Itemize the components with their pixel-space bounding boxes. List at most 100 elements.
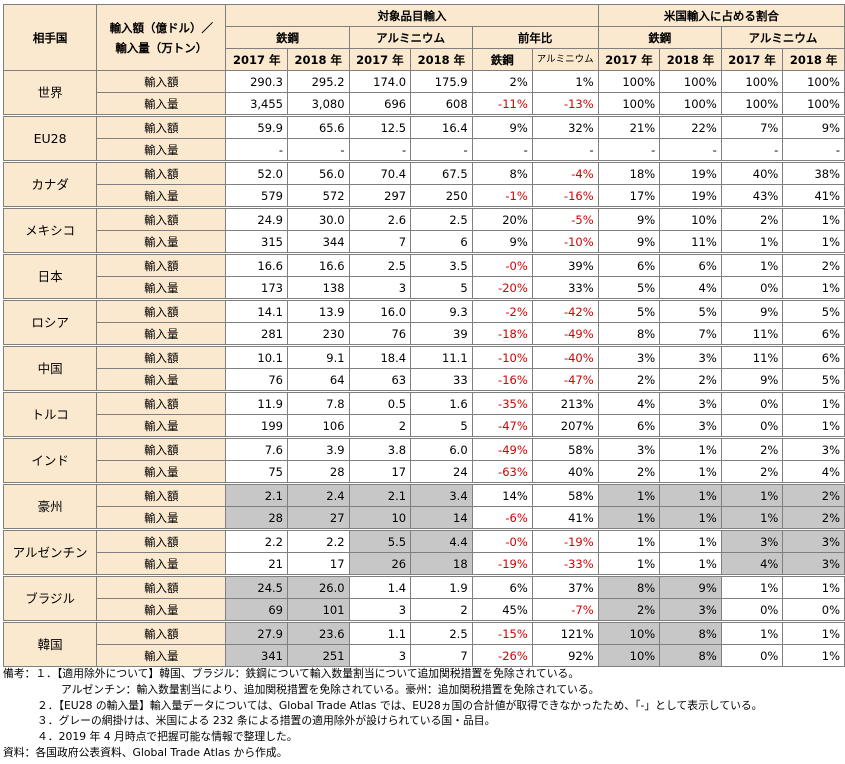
data-cell: 4% (782, 460, 845, 484)
data-cell: -26% (471, 644, 533, 667)
country-cell: トルコ (2, 390, 98, 438)
data-cell: -40% (531, 344, 599, 369)
table-row: 輸入量 69 101 3 2 45% -7% 2% 3% 0% 0% (4, 598, 845, 622)
data-cell: 3,455 (225, 92, 288, 116)
data-cell: 40% (720, 160, 784, 185)
data-cell: 3% (659, 414, 722, 438)
header-target-imports: 対象品目輸入 (225, 4, 599, 27)
data-cell: 3.5 (410, 252, 473, 277)
data-cell: 281 (225, 322, 288, 346)
table-row: 輸入量 21 17 26 18 -19% -33% 1% 1% 4% 3% (4, 552, 845, 576)
data-cell: 12.5 (348, 114, 412, 139)
country-cell: ブラジル (2, 574, 98, 622)
table-row: トルコ 輸入額 11.9 7.8 0.5 1.6 -35% 213% 4% 3% 0% 1% (2, 390, 845, 438)
data-cell: - (287, 138, 350, 162)
data-cell: 16.6 (225, 252, 288, 277)
data-cell: 1.1 (348, 620, 412, 645)
data-cell: 1% (531, 70, 599, 93)
metric-volume-cell: 輸入量 (96, 92, 227, 116)
metric-volume-cell: 輸入量 (96, 460, 227, 484)
data-cell: 6% (782, 322, 845, 346)
metric-value-cell: 輸入額 (96, 482, 227, 507)
metric-volume-cell: 輸入量 (96, 414, 227, 438)
data-cell: 3.4 (410, 482, 473, 507)
data-cell: 24.9 (225, 206, 288, 231)
data-cell: 17 (348, 460, 412, 484)
data-cell: 100% (782, 92, 845, 116)
header-year: 2018 年 (410, 48, 473, 71)
metric-value-cell: 輸入額 (96, 574, 227, 599)
data-cell: - (531, 138, 599, 162)
data-cell: 2.6 (348, 206, 412, 231)
data-cell: 1% (597, 528, 661, 553)
data-cell: 5% (597, 276, 661, 300)
table-row: 輸入量 315 344 7 6 9% -10% 9% 11% 1% 1% (4, 230, 845, 254)
data-cell: 26 (348, 552, 412, 576)
data-cell: 608 (410, 92, 473, 116)
data-cell: 33% (531, 276, 599, 300)
table-row: 韓国 輸入額 27.9 23.6 1.1 2.5 -15% 121% 10% 8% 1% 1% (2, 620, 845, 667)
data-cell: 5% (659, 298, 722, 323)
data-cell: -42% (531, 298, 599, 323)
data-cell: 1% (782, 414, 845, 438)
data-cell: 1% (720, 252, 784, 277)
data-cell: 21 (225, 552, 288, 576)
metric-volume-cell: 輸入量 (96, 322, 227, 346)
data-cell: 100% (720, 70, 784, 93)
data-cell: 5% (782, 368, 845, 392)
data-cell: 1% (782, 206, 845, 231)
table-row: 輸入量 341 251 3 7 -26% 92% 10% 8% 0% 1% (4, 644, 845, 667)
data-cell: 2.1 (225, 482, 288, 507)
data-cell: 1% (782, 644, 845, 667)
data-cell: 67.5 (410, 160, 473, 185)
country-cell: ロシア (2, 298, 98, 346)
metric-volume-cell: 輸入量 (96, 552, 227, 576)
data-cell: 3,080 (287, 92, 350, 116)
data-cell: -20% (471, 276, 533, 300)
data-cell: 4% (597, 390, 661, 415)
data-cell: 8% (659, 620, 722, 645)
data-cell: 69 (225, 598, 288, 622)
data-cell: -7% (531, 598, 599, 622)
data-cell: 3 (348, 276, 412, 300)
data-cell: 100% (659, 92, 722, 116)
data-cell: 9% (471, 230, 533, 254)
data-cell: 30.0 (287, 206, 350, 231)
header-year: 2017 年 (225, 48, 288, 71)
data-cell: 4% (659, 276, 722, 300)
metric-value-cell: 輸入額 (96, 390, 227, 415)
data-cell: 17 (287, 552, 350, 576)
data-cell: 32% (531, 114, 599, 139)
data-cell: 13.9 (287, 298, 350, 323)
data-cell: 1% (720, 506, 784, 530)
data-cell: 6% (782, 344, 845, 369)
data-cell: 27 (287, 506, 350, 530)
data-cell: 11.1 (410, 344, 473, 369)
data-cell: 250 (410, 184, 473, 208)
data-cell: 121% (531, 620, 599, 645)
table-row: 輸入量 75 28 17 24 -63% 40% 2% 1% 2% 4% (4, 460, 845, 484)
data-cell: 1% (782, 574, 845, 599)
data-cell: 5 (410, 414, 473, 438)
data-cell: 6% (597, 414, 661, 438)
header-metric-label: 輸入額（億ドル）／輸入量（万トン） (109, 20, 214, 55)
table-row: 輸入量 3,455 3,080 696 608 -11% -13% 100% 100% 100% 1… (4, 92, 845, 116)
data-cell: 572 (287, 184, 350, 208)
data-cell: - (659, 138, 722, 162)
data-cell: 1% (782, 276, 845, 300)
metric-volume-cell: 輸入量 (96, 598, 227, 622)
data-cell: 207% (531, 414, 599, 438)
data-cell: 1% (720, 620, 784, 645)
data-cell: 39 (410, 322, 473, 346)
table-row: 輸入量 199 106 2 5 -47% 207% 6% 3% 0% 1% (4, 414, 845, 438)
data-cell: 9% (782, 114, 845, 139)
data-cell: 41% (531, 506, 599, 530)
data-cell: 33 (410, 368, 473, 392)
data-cell: 64 (287, 368, 350, 392)
data-cell: 213% (531, 390, 599, 415)
data-cell: 2% (597, 368, 661, 392)
data-cell: 22% (659, 114, 722, 139)
data-cell: - (410, 138, 473, 162)
data-cell: - (225, 138, 288, 162)
country-cell: EU28 (2, 114, 98, 162)
